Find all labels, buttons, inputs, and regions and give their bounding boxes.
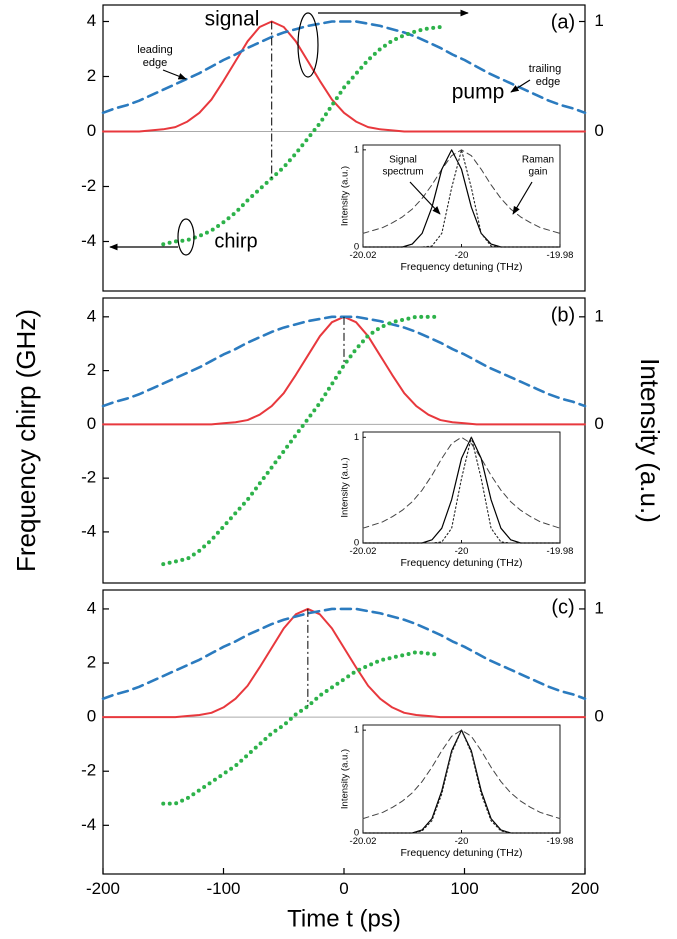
plot-frame — [362, 431, 561, 544]
y-tick-label: 0 — [87, 121, 96, 140]
plot-frame — [102, 4, 586, 292]
y-tick-label: -2 — [81, 761, 96, 780]
y-tick-label: 0 — [87, 707, 96, 726]
series-line — [362, 436, 561, 529]
x-tick-label: -100 — [206, 879, 240, 898]
inset-annotation: Signal — [389, 155, 417, 166]
x-tick-label: 100 — [450, 879, 478, 898]
y-tick-label: 4 — [87, 306, 96, 325]
series-line — [101, 20, 587, 115]
inset-x-label: Frequency detuning (THz) — [401, 847, 523, 859]
y2-tick-label: 1 — [594, 11, 603, 30]
annotation: trailing — [529, 63, 561, 75]
x-tick-label: -20 — [455, 836, 469, 847]
annotation: chirp — [214, 230, 257, 252]
series-line — [362, 149, 561, 234]
x-tick-label: -20.02 — [350, 836, 377, 847]
y-tick-label: -4 — [81, 521, 96, 540]
inset-x-label: Frequency detuning (THz) — [401, 261, 523, 273]
series-line — [362, 729, 561, 820]
plot-frame — [362, 144, 561, 248]
panel-label: (b) — [551, 304, 575, 326]
x-tick-label: -20.02 — [350, 546, 377, 557]
annotation: edge — [536, 76, 560, 88]
y-tick-label: 4 — [87, 598, 96, 617]
panel-label: (a) — [551, 11, 575, 33]
x-tick-label: -19.98 — [547, 836, 574, 847]
y-tick-label: 1 — [354, 432, 359, 443]
x-tick-label: -19.98 — [547, 546, 574, 557]
series-line — [161, 314, 443, 567]
x-tick-label: -20 — [455, 546, 469, 557]
y-tick-label: 0 — [354, 242, 359, 253]
chirp-ellipse — [177, 218, 195, 256]
series-line — [161, 25, 443, 247]
x-tick-label: -20.02 — [350, 250, 377, 261]
inset-annotation: gain — [529, 167, 548, 178]
y-axis-label: Frequency chirp (GHz) — [11, 309, 41, 572]
series-line — [362, 149, 561, 248]
y-tick-label: 1 — [354, 725, 359, 736]
y-tick-label: -2 — [81, 468, 96, 487]
inset-y-label: Intensity (a.u.) — [340, 166, 351, 226]
x-tick-label: 200 — [571, 879, 599, 898]
signal-ellipse — [297, 12, 319, 78]
y-tick-label: 0 — [354, 538, 359, 549]
y2-axis-label: Intensity (a.u.) — [635, 358, 665, 523]
y-tick-label: 4 — [87, 11, 96, 30]
y2-tick-label: 1 — [594, 306, 603, 325]
y-tick-label: -4 — [81, 815, 96, 834]
y2-tick-label: 0 — [594, 121, 603, 140]
series-line — [101, 315, 587, 408]
y-tick-label: 0 — [87, 414, 96, 433]
series-line — [362, 436, 561, 544]
annotation: signal — [205, 8, 260, 31]
series-line — [102, 20, 586, 133]
series-line — [161, 650, 443, 806]
inset-y-label: Intensity (a.u.) — [340, 457, 351, 517]
annotation: edge — [143, 57, 167, 69]
y-tick-label: 1 — [354, 144, 359, 155]
panel-label: (c) — [551, 596, 574, 618]
y2-tick-label: 0 — [594, 414, 603, 433]
inset-annotation: spectrum — [382, 167, 423, 178]
annotation-shapes — [109, 9, 533, 256]
plot-frame — [102, 297, 586, 584]
annotation: pump — [452, 81, 505, 104]
y2-tick-label: 0 — [594, 707, 603, 726]
x-tick-label: -20 — [455, 250, 469, 261]
inset-x-label: Frequency detuning (THz) — [401, 557, 523, 569]
arrow — [510, 79, 531, 93]
series-line — [101, 607, 587, 701]
y-tick-label: -2 — [81, 176, 96, 195]
y-tick-label: 2 — [87, 66, 96, 85]
y-tick-label: 2 — [87, 360, 96, 379]
y2-tick-label: 1 — [594, 598, 603, 617]
arrow — [162, 69, 187, 80]
arrow — [409, 181, 441, 215]
annotation: leading — [137, 44, 172, 56]
arrow — [512, 181, 533, 215]
inset-annotation: Raman — [522, 155, 554, 166]
y-tick-label: 0 — [354, 828, 359, 839]
x-tick-label: -19.98 — [547, 250, 574, 261]
y-tick-label: -4 — [81, 231, 96, 250]
x-tick-label: 0 — [339, 879, 348, 898]
x-axis-label: Time t (ps) — [287, 905, 401, 932]
plot-frame — [362, 724, 561, 834]
x-tick-label: -200 — [86, 879, 120, 898]
y-tick-label: 2 — [87, 653, 96, 672]
series-line — [102, 607, 586, 719]
series-line — [362, 729, 561, 834]
inset-y-label: Intensity (a.u.) — [340, 749, 351, 809]
